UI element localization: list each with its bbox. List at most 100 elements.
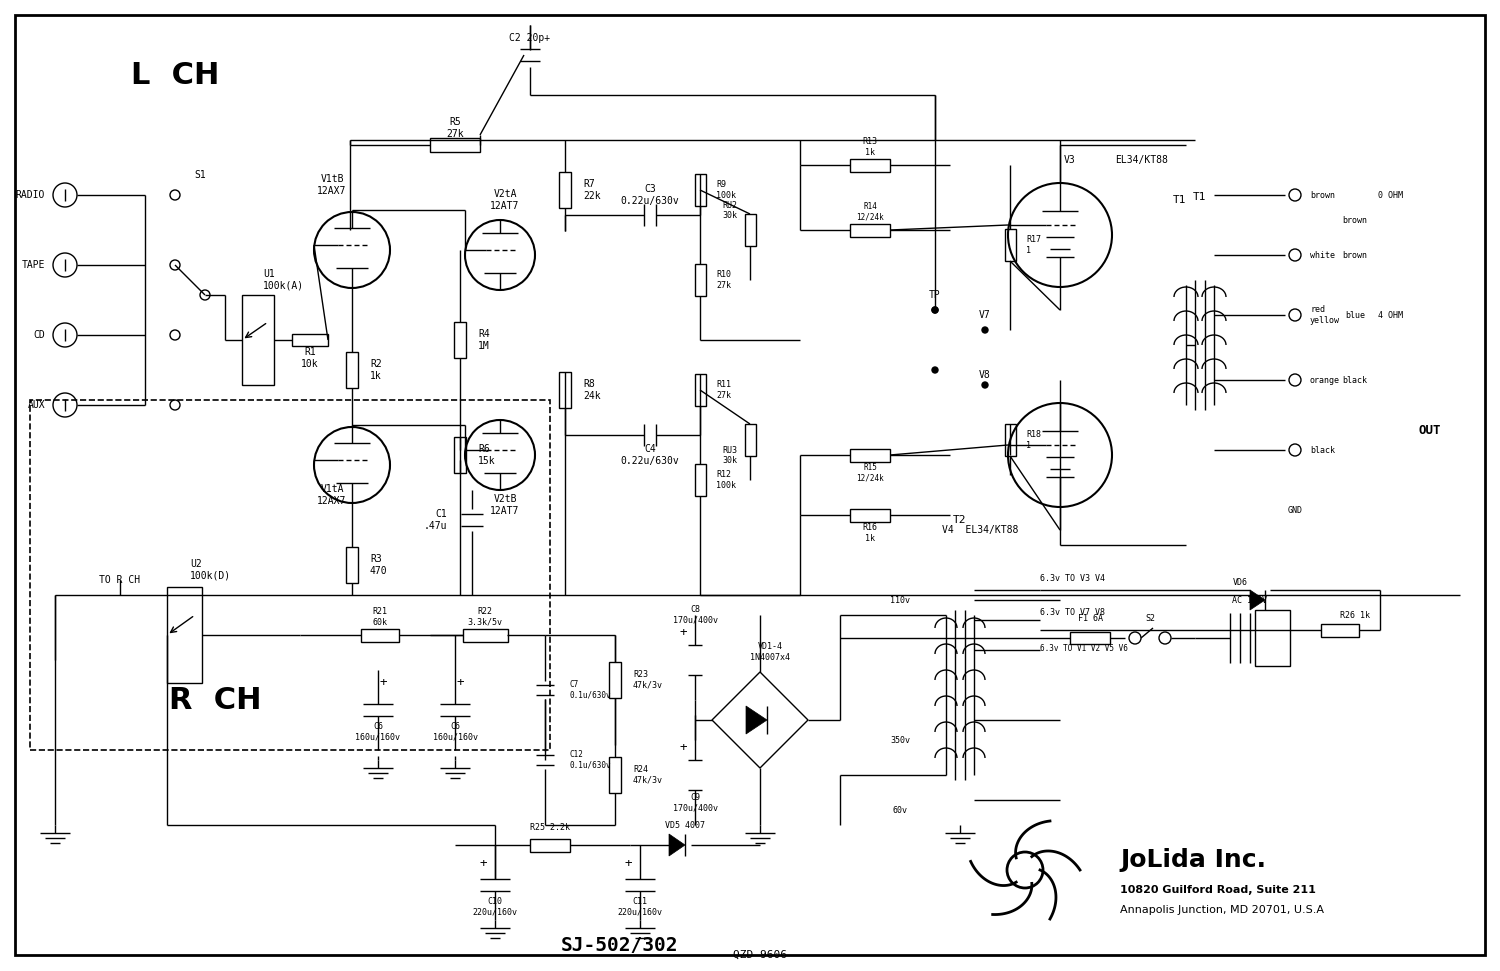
Text: blue: blue — [1346, 311, 1365, 319]
Text: TP: TP — [928, 290, 940, 300]
Bar — [1256, 610, 1290, 666]
Circle shape — [982, 327, 988, 333]
Text: R10
27k: R10 27k — [716, 270, 730, 289]
Text: V8: V8 — [980, 370, 992, 380]
Bar — [166, 587, 202, 683]
Text: C1
.47u: C1 .47u — [423, 509, 447, 531]
Text: C8
170u/400v: C8 170u/400v — [672, 605, 717, 624]
Text: AC 110V: AC 110V — [1233, 595, 1268, 605]
Text: +: + — [456, 676, 464, 688]
Polygon shape — [746, 706, 766, 734]
Polygon shape — [1250, 590, 1264, 610]
Text: R6
15k: R6 15k — [478, 444, 495, 466]
Bar — [694, 264, 706, 296]
Text: JoLida Inc.: JoLida Inc. — [1120, 848, 1266, 872]
Text: black: black — [1342, 376, 1368, 385]
Text: CD: CD — [33, 330, 45, 340]
Text: AUX: AUX — [27, 400, 45, 410]
Text: white: white — [1310, 251, 1335, 259]
Bar — [694, 174, 706, 206]
Text: T2: T2 — [954, 515, 966, 525]
Bar — [242, 295, 274, 385]
Text: C9
170u/400v: C9 170u/400v — [672, 793, 717, 813]
Text: 0 OHM: 0 OHM — [1377, 190, 1402, 199]
Text: C10
220u/160v: C10 220u/160v — [472, 897, 518, 917]
Bar — [1005, 229, 1016, 261]
Bar — [1070, 632, 1110, 644]
Text: 6.3v TO V1 V2 V5 V6: 6.3v TO V1 V2 V5 V6 — [1040, 644, 1128, 653]
Text: T1: T1 — [1194, 192, 1206, 202]
Bar — [746, 424, 756, 456]
Text: VD6: VD6 — [1233, 578, 1248, 586]
Text: 60v: 60v — [892, 806, 908, 815]
Bar — [609, 757, 621, 793]
Text: C6
160u/160v: C6 160u/160v — [432, 722, 477, 742]
Bar — [1322, 624, 1359, 637]
Bar — [694, 374, 706, 406]
Text: V4  EL34/KT88: V4 EL34/KT88 — [942, 525, 1019, 535]
Text: TAPE: TAPE — [21, 260, 45, 270]
Text: R11
27k: R11 27k — [716, 381, 730, 400]
Bar — [346, 547, 358, 583]
Bar — [1005, 424, 1016, 456]
Text: R8
24k: R8 24k — [584, 380, 600, 401]
Text: T1: T1 — [1173, 195, 1186, 205]
Text: VD1-4
1N4007x4: VD1-4 1N4007x4 — [750, 642, 790, 661]
Text: R7
22k: R7 22k — [584, 180, 600, 201]
Text: F1 6A: F1 6A — [1077, 614, 1102, 622]
Text: R23
47k/3v: R23 47k/3v — [633, 670, 663, 689]
Bar — [430, 138, 480, 152]
Text: R24
47k/3v: R24 47k/3v — [633, 765, 663, 785]
Bar — [30, 400, 550, 750]
Text: 30k: 30k — [723, 455, 738, 464]
Text: C3
0.22u/630v: C3 0.22u/630v — [621, 184, 680, 206]
Text: R12
100k: R12 100k — [716, 470, 736, 489]
Text: 6.3v TO V3 V4: 6.3v TO V3 V4 — [1040, 574, 1106, 583]
Text: R13
1k: R13 1k — [862, 137, 877, 156]
Bar — [560, 172, 572, 208]
Text: S1: S1 — [194, 170, 206, 180]
Text: +: + — [680, 625, 687, 639]
Text: orange: orange — [1310, 376, 1340, 385]
Text: R9
100k: R9 100k — [716, 181, 736, 200]
Text: R2
1k: R2 1k — [370, 359, 381, 381]
Text: R16
1k: R16 1k — [862, 523, 877, 543]
Text: V2tB
12AT7: V2tB 12AT7 — [490, 494, 519, 516]
Bar — [560, 372, 572, 408]
Text: V7: V7 — [980, 310, 992, 320]
Text: +: + — [380, 676, 387, 688]
Text: GND: GND — [1287, 506, 1302, 515]
Bar — [362, 629, 399, 642]
Text: R18
1: R18 1 — [1026, 430, 1041, 450]
Text: +: + — [480, 856, 486, 869]
Polygon shape — [669, 834, 686, 856]
Text: 110v: 110v — [890, 595, 910, 605]
Circle shape — [982, 382, 988, 388]
Text: 10820 Guilford Road, Suite 211: 10820 Guilford Road, Suite 211 — [1120, 885, 1316, 895]
Text: U1
100k(A): U1 100k(A) — [262, 269, 305, 290]
Text: R14
12/24k: R14 12/24k — [856, 202, 883, 221]
Text: V3: V3 — [1064, 155, 1076, 165]
Text: R15
12/24k: R15 12/24k — [856, 463, 883, 483]
Bar — [746, 214, 756, 246]
Text: brown: brown — [1342, 216, 1368, 224]
Bar — [609, 662, 621, 698]
Circle shape — [932, 307, 938, 313]
Text: S2: S2 — [1144, 614, 1155, 622]
Text: +: + — [680, 741, 687, 753]
Text: 350v: 350v — [890, 735, 910, 745]
Bar — [454, 437, 466, 473]
Text: R21
60k: R21 60k — [372, 607, 387, 626]
Text: R1
10k: R1 10k — [302, 348, 320, 369]
Text: red
yellow: red yellow — [1310, 305, 1340, 324]
Text: VD5 4007: VD5 4007 — [664, 820, 705, 829]
Text: R4
1M: R4 1M — [478, 329, 489, 351]
Text: brown: brown — [1342, 251, 1368, 259]
Text: C2 20p+: C2 20p+ — [510, 33, 550, 43]
Text: 4 OHM: 4 OHM — [1377, 311, 1402, 319]
Text: TO R CH: TO R CH — [99, 575, 141, 585]
Text: R17
1: R17 1 — [1026, 235, 1041, 254]
Text: RU2: RU2 — [723, 200, 738, 210]
Bar — [454, 322, 466, 358]
Bar — [530, 839, 570, 852]
